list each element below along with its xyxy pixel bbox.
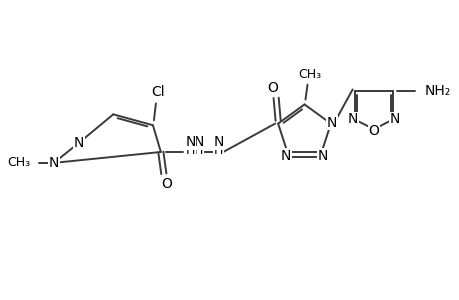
Text: H: H <box>185 145 195 158</box>
Text: CH₃: CH₃ <box>7 156 30 170</box>
Text: CH₃: CH₃ <box>297 68 320 81</box>
Text: N: N <box>389 112 399 126</box>
Text: N: N <box>347 112 357 126</box>
Text: H: H <box>193 145 202 158</box>
Text: O: O <box>267 81 278 95</box>
Text: N: N <box>317 148 327 163</box>
Text: N: N <box>73 136 84 150</box>
Text: O: O <box>161 177 172 191</box>
Text: N: N <box>185 135 196 149</box>
Text: Cl: Cl <box>151 85 164 98</box>
Text: N: N <box>193 135 203 149</box>
Text: N: N <box>49 156 59 170</box>
Text: NH₂: NH₂ <box>424 84 450 98</box>
Text: N: N <box>213 135 223 149</box>
Text: N: N <box>326 116 336 130</box>
Text: H: H <box>213 145 223 158</box>
Text: N: N <box>280 148 291 163</box>
Text: O: O <box>368 124 379 138</box>
